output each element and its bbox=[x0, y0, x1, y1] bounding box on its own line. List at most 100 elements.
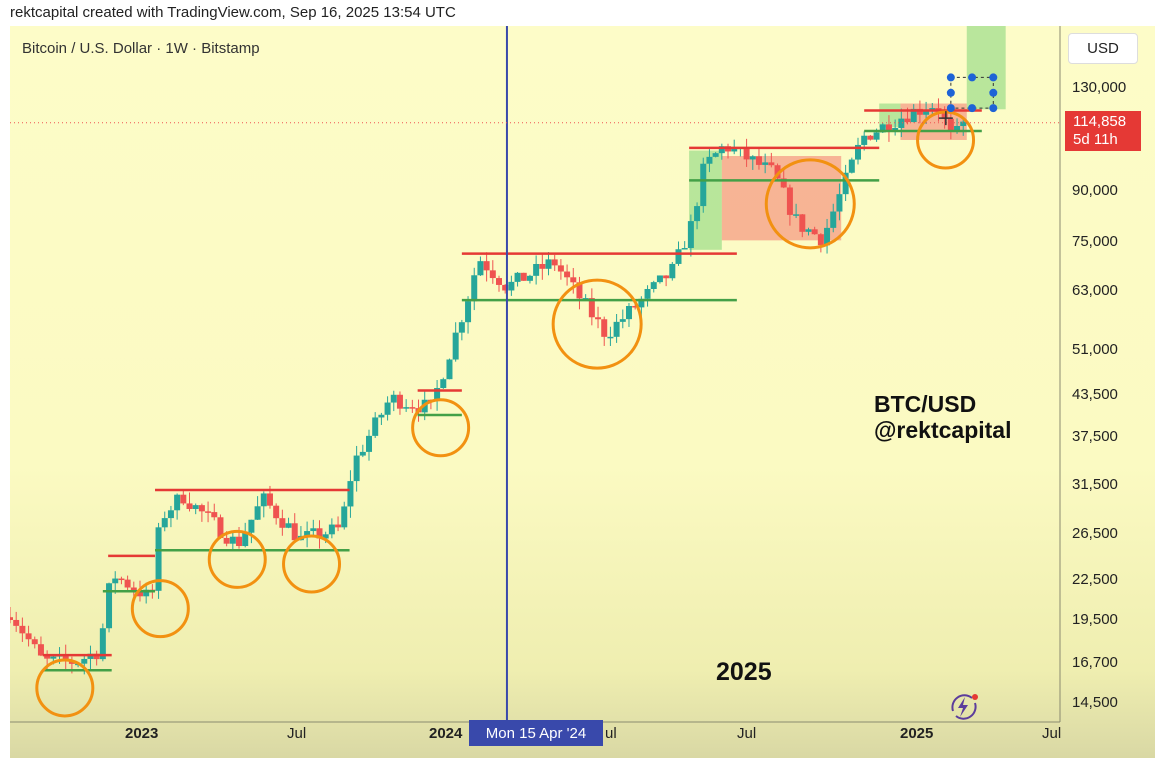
candle-down bbox=[186, 503, 193, 509]
candle-up bbox=[446, 359, 453, 380]
time-tick-label: ul bbox=[605, 725, 617, 742]
candle-down bbox=[811, 229, 818, 235]
candle-down bbox=[489, 270, 496, 279]
zones-layer bbox=[689, 26, 1006, 250]
price-tick-label: 63,000 bbox=[1072, 282, 1118, 300]
candle-down bbox=[799, 214, 806, 232]
watermark-line-2: @rektcapital bbox=[874, 417, 1012, 443]
candle-up bbox=[384, 402, 391, 415]
chart-attribution: rektcapital created with TradingView.com… bbox=[10, 4, 456, 21]
candle-up bbox=[465, 301, 472, 323]
candle-up bbox=[923, 111, 930, 115]
candle-down bbox=[37, 644, 44, 656]
candle-up bbox=[242, 532, 249, 547]
candle-down bbox=[124, 579, 131, 588]
candle-down bbox=[279, 518, 286, 528]
price-tick-label: 51,000 bbox=[1072, 341, 1118, 359]
candle-up bbox=[731, 148, 738, 152]
price-tick-label: 90,000 bbox=[1072, 182, 1118, 200]
candle-up bbox=[106, 583, 113, 629]
candle-up bbox=[372, 417, 379, 436]
candle-up bbox=[842, 172, 849, 195]
price-tick-label: 19,500 bbox=[1072, 610, 1118, 628]
candle-up bbox=[347, 481, 354, 507]
price-tick-label: 16,700 bbox=[1072, 654, 1118, 672]
highlight-circle bbox=[551, 278, 643, 370]
candle-up bbox=[669, 263, 676, 279]
candle-up bbox=[322, 534, 329, 539]
candle-down bbox=[755, 156, 762, 165]
candle-up bbox=[700, 163, 707, 207]
watermark-line-1: BTC/USD bbox=[874, 391, 977, 417]
candlestick-chart-svg[interactable] bbox=[10, 26, 1155, 758]
price-tick-label: 75,000 bbox=[1072, 233, 1118, 251]
highlight-circle bbox=[130, 579, 190, 639]
highlight-circle bbox=[411, 398, 471, 458]
price-tick-label: 130,000 bbox=[1072, 79, 1127, 96]
candle-up bbox=[508, 281, 515, 291]
candle-up bbox=[526, 275, 533, 281]
candle-up bbox=[836, 194, 843, 212]
mouse-cursor bbox=[938, 111, 953, 126]
candle-up bbox=[452, 332, 459, 360]
candle-down bbox=[19, 625, 26, 634]
highlight-circle bbox=[207, 529, 267, 589]
candle-down bbox=[502, 284, 509, 291]
candle-down bbox=[817, 234, 824, 246]
candle-down bbox=[291, 523, 298, 541]
drag-handle bbox=[946, 73, 955, 82]
candle-up bbox=[366, 435, 373, 452]
candle-up bbox=[390, 394, 397, 403]
candle-up bbox=[545, 259, 552, 269]
candle-down bbox=[130, 587, 137, 591]
candle-down bbox=[316, 528, 323, 539]
candle-up bbox=[378, 414, 385, 418]
candle-up bbox=[638, 298, 645, 308]
currency-button[interactable]: USD bbox=[1068, 33, 1138, 64]
candle-down bbox=[774, 165, 781, 179]
candle-up bbox=[403, 407, 410, 409]
candle-up bbox=[310, 528, 317, 532]
candle-up bbox=[910, 108, 917, 123]
highlight-circle bbox=[764, 158, 856, 250]
tradingview-lightning-icon[interactable] bbox=[946, 689, 982, 725]
candle-up bbox=[898, 118, 905, 128]
drag-handle bbox=[968, 104, 977, 113]
drag-handle bbox=[946, 104, 955, 113]
overlay-layer bbox=[10, 26, 1061, 723]
candle-up bbox=[656, 275, 663, 283]
candle-up bbox=[749, 156, 756, 160]
highlight-circle bbox=[282, 534, 342, 594]
watermark: BTC/USD @rektcapital bbox=[874, 391, 1011, 443]
candle-down bbox=[601, 319, 608, 337]
price-tick-label: 31,500 bbox=[1072, 476, 1118, 494]
candle-up bbox=[681, 248, 688, 250]
candle-down bbox=[266, 493, 273, 506]
candle-down bbox=[632, 306, 639, 308]
candle-up bbox=[260, 493, 267, 507]
price-tick-label: 37,500 bbox=[1072, 427, 1118, 445]
candle-down bbox=[223, 537, 230, 544]
candle-up bbox=[687, 221, 694, 249]
price-tick-label: 43,500 bbox=[1072, 385, 1118, 403]
candle-up bbox=[848, 159, 855, 173]
drag-handle bbox=[989, 104, 998, 113]
candle-down bbox=[483, 261, 490, 271]
candle-down bbox=[885, 124, 892, 132]
candle-up bbox=[706, 156, 713, 164]
candle-down bbox=[588, 298, 595, 318]
time-tick-label: 2023 bbox=[125, 725, 159, 742]
candle-down bbox=[595, 317, 602, 320]
candle-up bbox=[285, 523, 292, 528]
candle-down bbox=[25, 633, 32, 640]
price-tick-label: 22,500 bbox=[1072, 570, 1118, 588]
candle-down bbox=[396, 394, 403, 409]
candle-down bbox=[663, 275, 670, 279]
candle-up bbox=[248, 519, 255, 533]
candle-down bbox=[335, 524, 342, 528]
candle-up bbox=[650, 282, 657, 289]
candle-down bbox=[31, 639, 38, 645]
drag-handle bbox=[989, 73, 998, 82]
chart-area[interactable]: Bitcoin / U.S. Dollar · 1W · Bitstamp BT… bbox=[10, 26, 1155, 758]
candle-up bbox=[254, 506, 261, 520]
